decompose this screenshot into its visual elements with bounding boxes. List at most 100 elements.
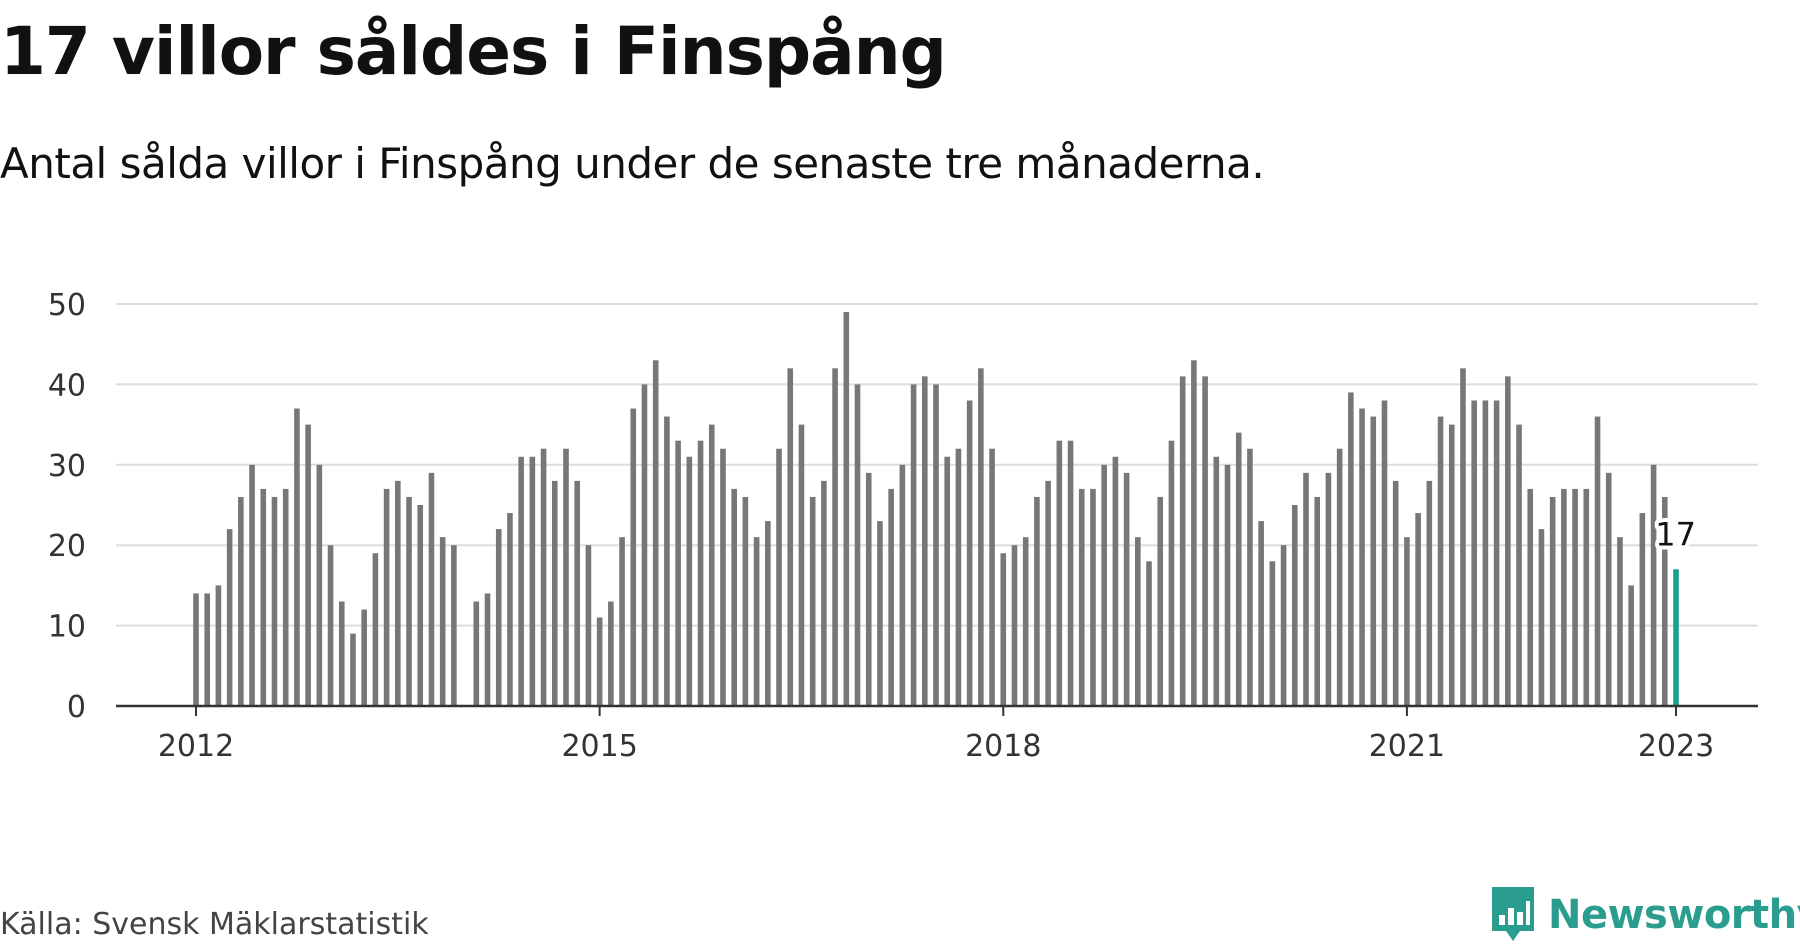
bar	[1045, 480, 1051, 706]
bar	[395, 480, 401, 706]
bar	[226, 529, 233, 706]
bar	[1594, 416, 1601, 706]
bar	[1022, 537, 1029, 706]
bar	[888, 488, 894, 706]
bar	[383, 488, 390, 706]
bar	[1213, 456, 1220, 706]
bar	[1437, 416, 1444, 706]
bar	[1112, 456, 1119, 706]
bar	[417, 505, 424, 706]
bar	[1146, 561, 1152, 706]
bar	[1617, 537, 1623, 706]
bar	[372, 553, 379, 706]
bar	[809, 496, 816, 706]
bar	[1224, 464, 1231, 706]
bar	[1067, 440, 1074, 706]
bar	[1471, 400, 1477, 706]
bar	[1202, 376, 1208, 706]
bar	[1168, 440, 1175, 706]
bar	[1639, 513, 1646, 706]
bar	[1348, 392, 1354, 706]
bar	[439, 537, 446, 706]
newsworthy-logo[interactable]: Newsworthy	[1490, 885, 1800, 945]
source-note: Källa: Svensk Mäklarstatistik	[0, 907, 429, 942]
bar	[1661, 496, 1668, 706]
bar	[1325, 472, 1332, 706]
bar	[1561, 488, 1567, 706]
bar	[529, 456, 536, 706]
bar	[1482, 400, 1489, 706]
bar	[1101, 464, 1107, 706]
bar	[1650, 464, 1657, 706]
bar	[1280, 545, 1287, 706]
bar	[1549, 496, 1556, 706]
bar	[1505, 376, 1511, 706]
y-tick-label: 30	[48, 449, 86, 484]
y-tick-label: 40	[48, 368, 86, 403]
bar	[1583, 488, 1590, 706]
bar	[1011, 545, 1018, 706]
bar	[1392, 480, 1399, 706]
bar	[294, 408, 300, 706]
bar	[765, 521, 771, 706]
bar	[406, 496, 412, 706]
bar	[608, 601, 614, 706]
bar	[1314, 496, 1321, 706]
bar	[1303, 472, 1309, 706]
bar	[776, 448, 782, 706]
y-tick-label: 50	[48, 288, 86, 323]
bar	[1404, 537, 1410, 706]
bar	[204, 593, 211, 706]
x-tick-label: 2023	[1638, 729, 1714, 764]
bar	[271, 496, 278, 706]
bar	[574, 480, 581, 706]
bar	[1628, 585, 1634, 706]
bar	[473, 601, 480, 706]
bars	[193, 312, 1679, 706]
bar	[1034, 496, 1040, 706]
bar	[316, 464, 323, 706]
bar	[1000, 553, 1007, 706]
bar	[686, 456, 693, 706]
bar	[854, 384, 861, 706]
bar	[305, 424, 311, 706]
bar	[989, 448, 995, 706]
bar	[1123, 472, 1130, 706]
bar	[551, 480, 558, 706]
bar	[249, 464, 255, 706]
bar	[798, 424, 805, 706]
bar	[720, 448, 726, 706]
bar	[675, 440, 681, 706]
bar	[428, 472, 435, 706]
bar	[1078, 488, 1085, 706]
bar	[1336, 448, 1343, 706]
bar	[1572, 488, 1578, 706]
bar	[1426, 480, 1433, 706]
bar	[1247, 448, 1253, 706]
brand-name: Newsworthy	[1548, 892, 1800, 938]
x-tick-label: 2018	[965, 729, 1041, 764]
bar	[944, 456, 951, 706]
bar	[1460, 368, 1466, 706]
bar	[1191, 360, 1197, 706]
bar	[215, 585, 222, 706]
chart-title: 17 villor såldes i Finspång	[0, 13, 947, 90]
bar	[843, 312, 850, 706]
bar	[350, 633, 356, 706]
bar	[697, 440, 704, 706]
bar	[865, 472, 872, 706]
bar	[540, 448, 547, 706]
bar	[1527, 488, 1534, 706]
bar	[1370, 416, 1377, 706]
bar	[955, 448, 962, 706]
highlight-value-label: 17	[1655, 515, 1696, 553]
y-tick-label: 20	[48, 529, 86, 564]
bar	[899, 464, 906, 706]
highlight-bar	[1673, 569, 1679, 706]
bar	[338, 601, 345, 706]
bar	[731, 488, 737, 706]
x-tick-label: 2015	[561, 729, 637, 764]
bar	[664, 416, 670, 706]
x-tick-label: 2012	[158, 729, 234, 764]
